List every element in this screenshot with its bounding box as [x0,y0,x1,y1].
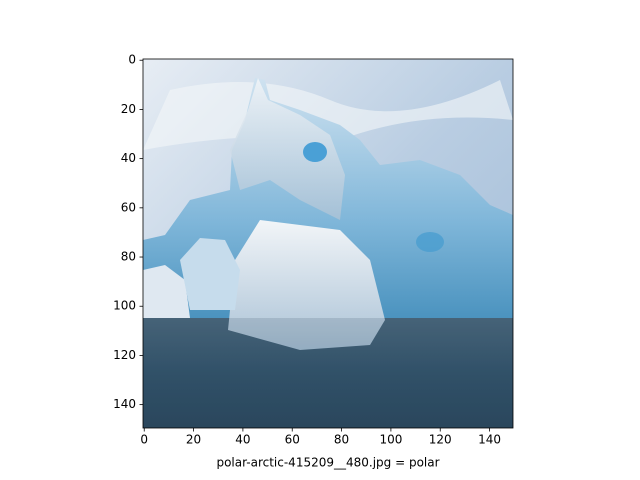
y-tick-label: 80 [121,250,136,264]
x-tick-label: 20 [186,433,201,447]
y-tick-label: 140 [113,397,136,411]
x-tick-label: 100 [379,433,402,447]
x-tick-label: 0 [140,433,148,447]
y-tick-label: 0 [128,53,136,67]
x-tick-label: 80 [334,433,349,447]
x-tick-label: 60 [285,433,300,447]
y-tick-label: 120 [113,348,136,362]
image [143,59,513,428]
y-tick-label: 20 [121,102,136,116]
x-axis-label: polar-arctic-415209__480.jpg = polar [216,456,439,470]
y-tick-label: 100 [113,299,136,313]
y-tick-label: 40 [121,151,136,165]
x-tick-label: 140 [478,433,501,447]
x-tick-label: 120 [429,433,452,447]
axes-frame [142,58,514,429]
x-tick-label: 40 [235,433,250,447]
y-tick-label: 60 [121,200,136,214]
